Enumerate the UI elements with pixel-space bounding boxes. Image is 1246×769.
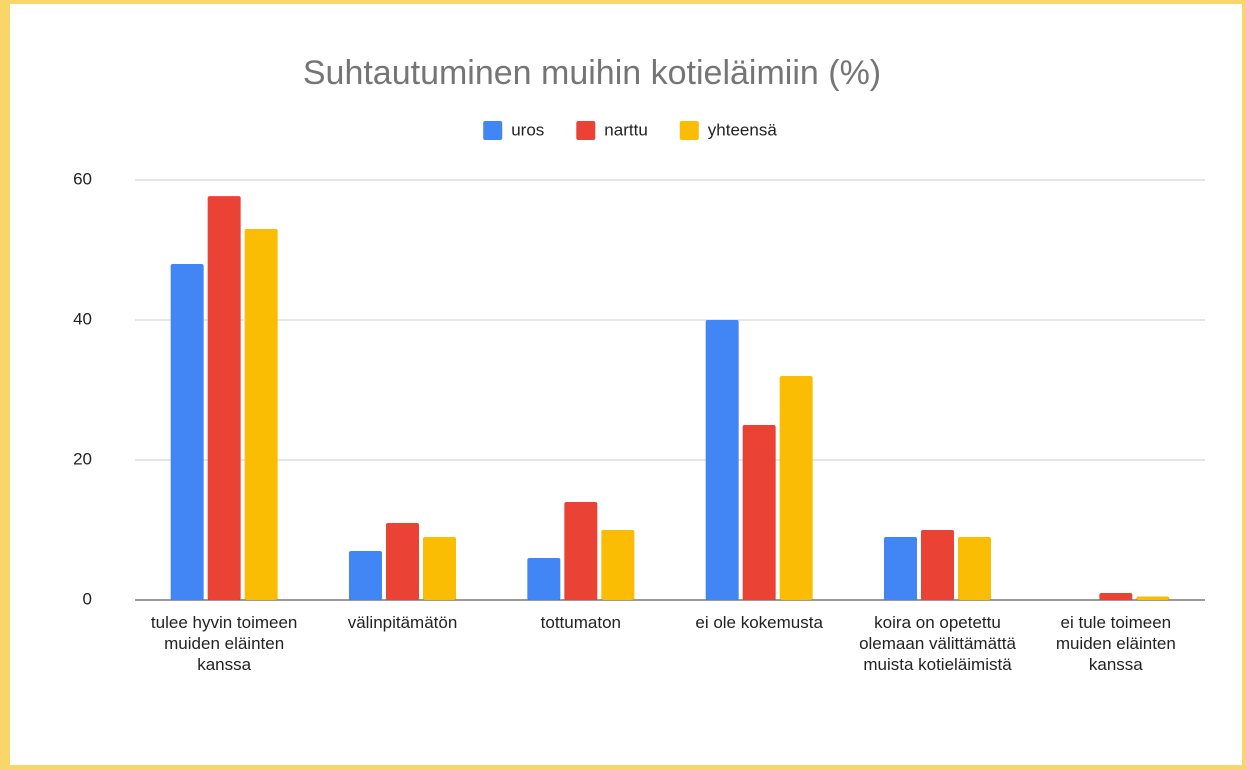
bar bbox=[601, 530, 635, 600]
bar bbox=[884, 537, 917, 600]
legend-label: narttu bbox=[604, 120, 647, 139]
legend-label: uros bbox=[511, 120, 544, 139]
bar bbox=[527, 558, 561, 600]
legend-label: yhteensä bbox=[708, 120, 778, 139]
y-tick-label: 0 bbox=[83, 589, 92, 608]
bar bbox=[1099, 593, 1133, 600]
bar bbox=[244, 229, 278, 600]
bar bbox=[386, 523, 419, 600]
y-tick-label: 60 bbox=[73, 169, 92, 188]
bar bbox=[779, 376, 813, 600]
x-tick-label: tulee hyvin toimeen muiden eläinten kans… bbox=[150, 613, 298, 674]
chart-title: Suhtautuminen muihin kotieläimiin (%) bbox=[303, 54, 881, 92]
bar bbox=[170, 264, 204, 600]
bar bbox=[958, 537, 991, 600]
x-tick-label: ei ole kokemusta bbox=[695, 613, 823, 632]
x-tick-label: koira on opetettu olemaan välittämättä m… bbox=[859, 613, 1016, 674]
bar bbox=[349, 551, 382, 600]
bar bbox=[207, 196, 241, 600]
bar bbox=[742, 425, 776, 600]
y-tick-label: 40 bbox=[73, 309, 92, 328]
bar bbox=[921, 530, 954, 600]
bar bbox=[564, 502, 598, 600]
y-tick-label: 20 bbox=[73, 449, 92, 468]
x-tick-label: välinpitämätön bbox=[347, 613, 458, 632]
legend-swatch bbox=[679, 121, 699, 140]
x-tick-label: tottumaton bbox=[540, 613, 621, 632]
legend-swatch bbox=[576, 121, 596, 140]
bar bbox=[705, 320, 739, 600]
legend-swatch bbox=[483, 121, 503, 140]
bar bbox=[423, 537, 456, 600]
bar bbox=[1136, 596, 1170, 600]
x-tick-label: ei tule toimeen muiden eläinten kanssa bbox=[1055, 613, 1176, 674]
